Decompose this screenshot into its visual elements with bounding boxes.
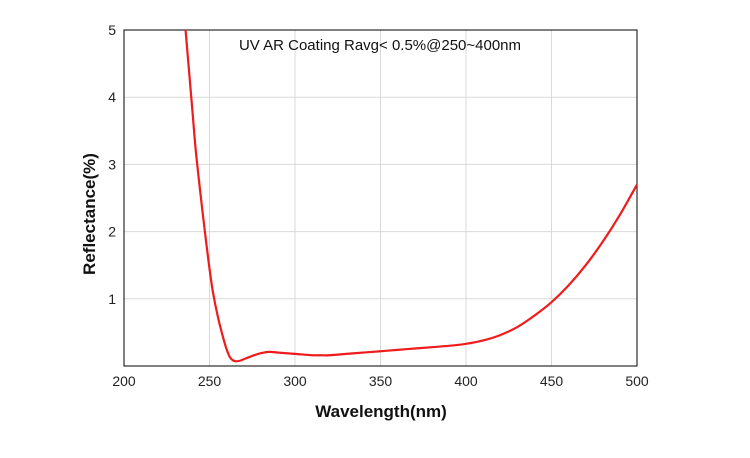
x-axis-title: Wavelength(nm) xyxy=(315,402,447,421)
y-axis-title: Reflectance(%) xyxy=(80,153,99,275)
x-tick-label: 400 xyxy=(454,373,478,389)
x-tick-labels: 200 250 300 350 400 450 500 xyxy=(112,373,649,389)
series-layer xyxy=(184,29,638,363)
grid-lines xyxy=(124,30,637,366)
plot-frame xyxy=(123,29,638,367)
x-tick-label: 200 xyxy=(112,373,136,389)
y-tick-label: 2 xyxy=(108,224,116,240)
y-tick-label: 1 xyxy=(108,291,116,307)
x-tick-label: 250 xyxy=(198,373,222,389)
x-tick-label: 450 xyxy=(540,373,564,389)
x-tick-label: 500 xyxy=(625,373,649,389)
chart-title: UV AR Coating Ravg< 0.5%@250~400nm xyxy=(239,37,521,54)
x-tick-label: 300 xyxy=(283,373,307,389)
reflectance-line xyxy=(184,29,638,363)
x-tick-label: 350 xyxy=(369,373,393,389)
y-tick-label: 4 xyxy=(108,89,116,105)
y-tick-label: 5 xyxy=(108,22,116,38)
y-tick-label: 3 xyxy=(108,156,116,172)
y-tick-labels: 1 2 3 4 5 xyxy=(108,22,116,307)
